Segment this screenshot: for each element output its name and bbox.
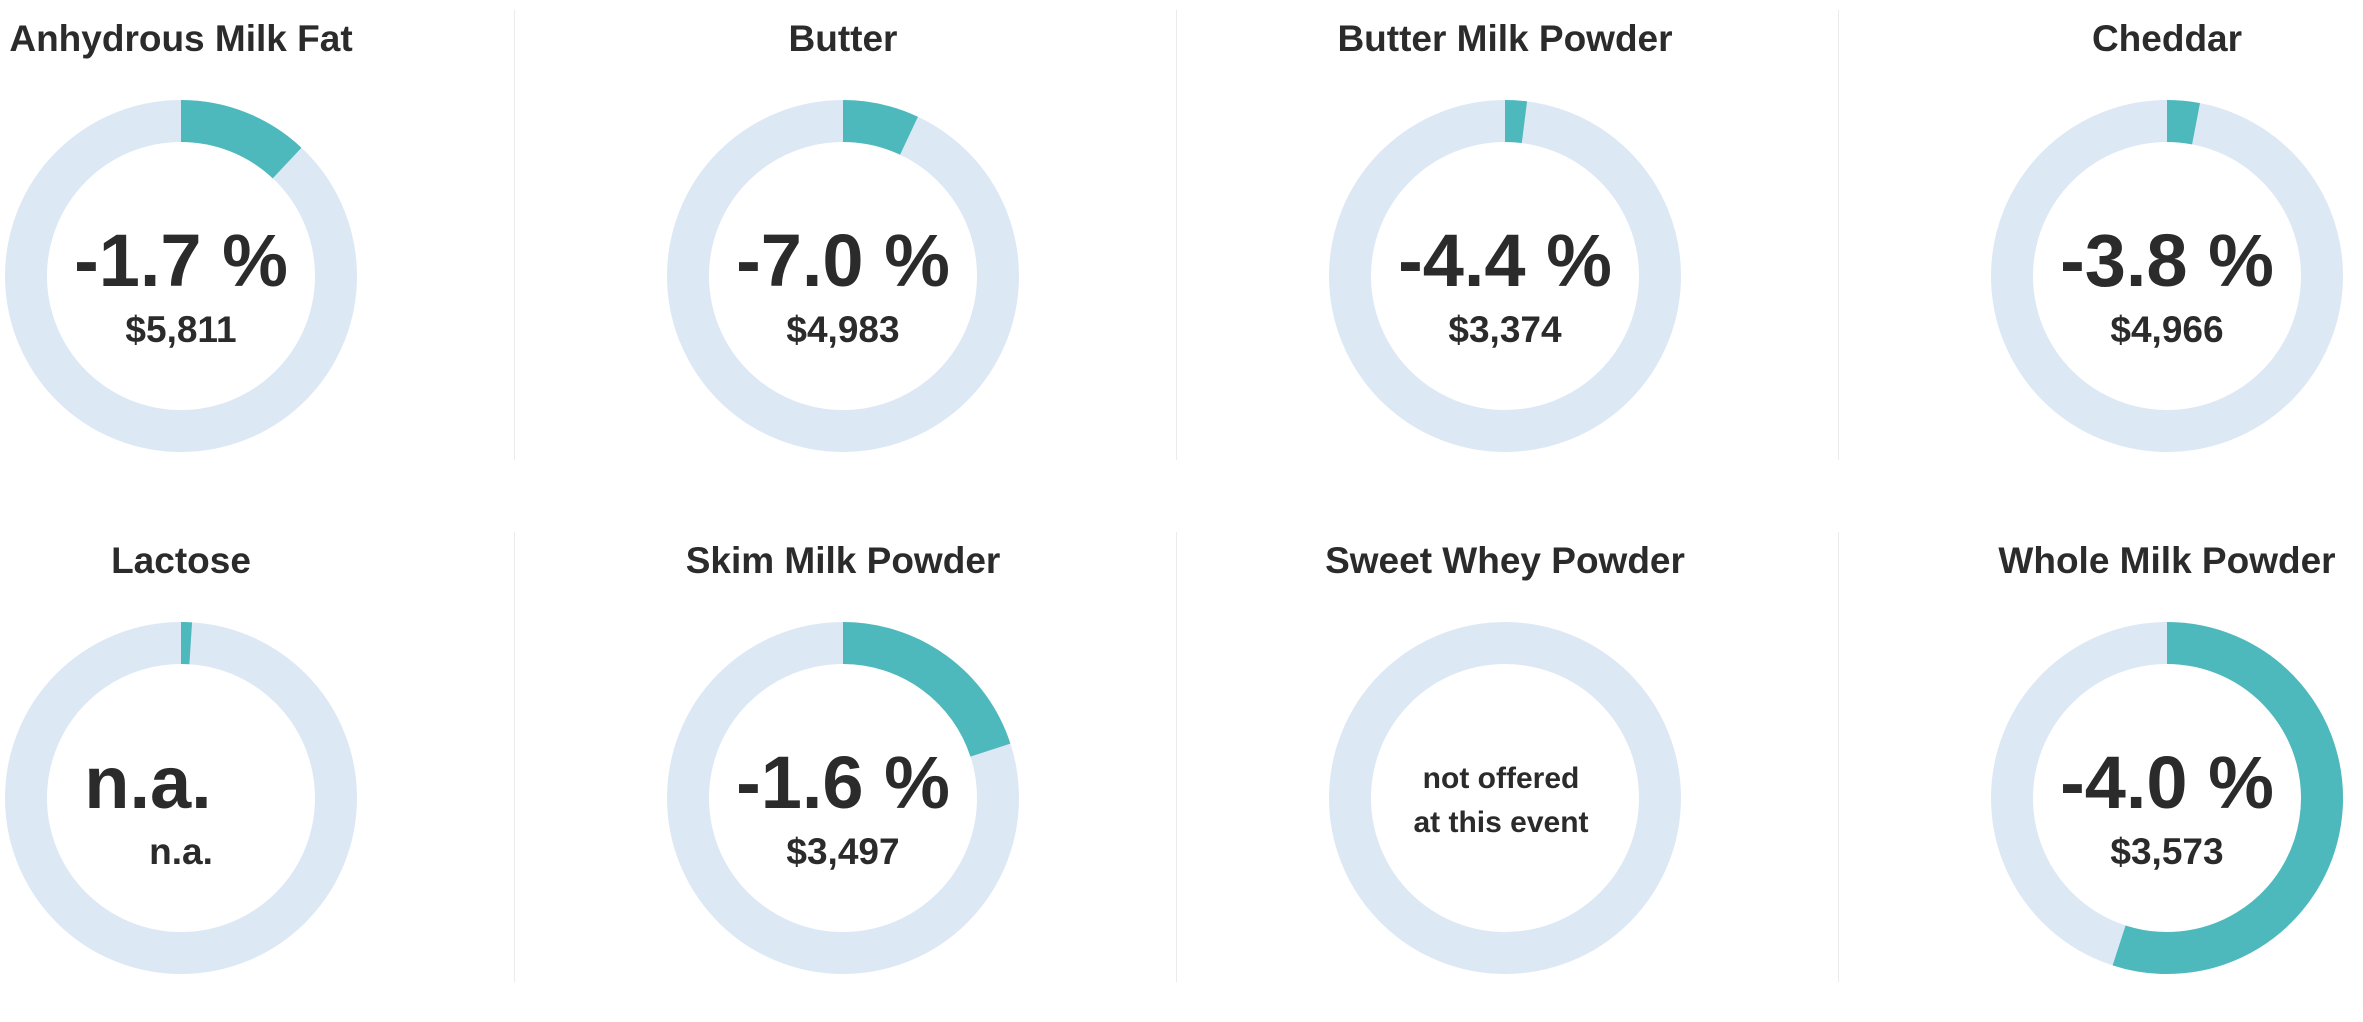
donut-value-arc [2167,121,2196,124]
card-butter: Butter -7.0 % $4,983 [548,0,1138,500]
donut-chart: -4.0 % $3,573 [1987,618,2347,978]
donut-value-arc [181,121,287,163]
price-value: $3,497 [786,831,899,872]
price-value: n.a. [149,831,213,872]
price-value: $4,983 [786,309,899,350]
change-percent: -7.0 % [736,219,950,302]
card-title: Lactose [0,540,476,582]
donut-track [1350,643,1660,953]
card-cheddar: Cheddar -3.8 % $4,966 [1872,0,2362,500]
change-percent: -4.4 % [1398,219,1612,302]
donut-value-arc [1505,121,1524,122]
price-value: $3,573 [2110,831,2223,872]
price-value: $5,811 [125,309,236,350]
card-title: Whole Milk Powder [1872,540,2363,582]
price-value: $3,374 [1448,309,1562,350]
card-title: Cheddar [1872,18,2363,60]
donut-chart: not offered at this event [1325,618,1685,978]
column-divider [1176,10,1177,460]
card-skim-milk-powder: Skim Milk Powder -1.6 % $3,497 [548,522,1138,1022]
donut-value-arc [843,121,909,136]
change-percent: n.a. [84,741,211,824]
donut-chart: -1.7 % $5,811 [1,96,361,456]
donut-chart: -7.0 % $4,983 [663,96,1023,456]
card-lactose: Lactose n.a. n.a. [0,522,476,1022]
donut-value-arc [843,643,990,750]
column-divider [1838,10,1839,460]
donut-chart: -4.4 % $3,374 [1325,96,1685,456]
change-percent: -3.8 % [2060,219,2274,302]
column-divider [514,532,515,982]
dashboard-grid: Anhydrous Milk Fat -1.7 % $5,811 Butter … [0,0,2363,1001]
card-title: Anhydrous Milk Fat [0,18,476,60]
change-percent: -4.0 % [2060,741,2274,824]
donut-chart: -3.8 % $4,966 [1987,96,2347,456]
column-divider [1176,532,1177,982]
card-title: Butter [548,18,1138,60]
column-divider [1838,532,1839,982]
donut-chart: -1.6 % $3,497 [663,618,1023,978]
not-offered-note-line2: at this event [1413,806,1588,839]
card-title: Butter Milk Powder [1210,18,1800,60]
price-value: $4,966 [2110,309,2223,350]
change-percent: -1.6 % [736,741,950,824]
card-title: Sweet Whey Powder [1210,540,1800,582]
change-percent: -1.7 % [74,219,288,302]
card-butter-milk-powder: Butter Milk Powder -4.4 % $3,374 [1210,0,1800,500]
card-whole-milk-powder: Whole Milk Powder -4.0 % $3,573 [1872,522,2362,1022]
card-sweet-whey-powder: Sweet Whey Powder not offered at this ev… [1210,522,1800,1022]
card-anhydrous-milk-fat: Anhydrous Milk Fat -1.7 % $5,811 [0,0,476,500]
column-divider [514,10,515,460]
donut-chart: n.a. n.a. [1,618,361,978]
not-offered-note-line1: not offered [1423,762,1580,795]
card-title: Skim Milk Powder [548,540,1138,582]
